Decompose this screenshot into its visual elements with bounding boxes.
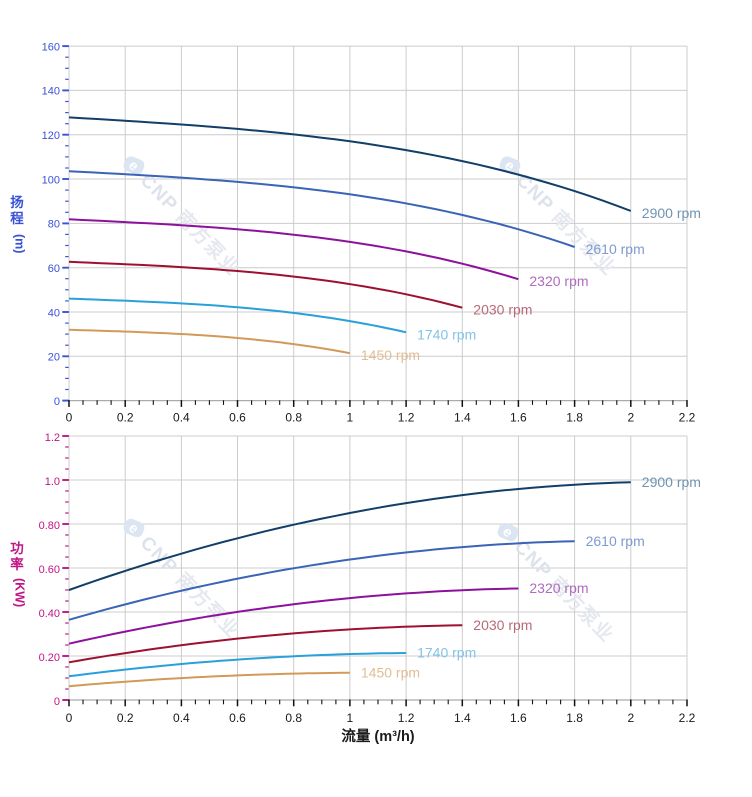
- svg-text:80: 80: [48, 219, 60, 231]
- svg-text:2610 rpm: 2610 rpm: [586, 241, 645, 257]
- svg-text:1740 rpm: 1740 rpm: [417, 326, 476, 342]
- svg-text:2.2: 2.2: [679, 410, 696, 424]
- svg-text:1.0: 1.0: [45, 476, 60, 488]
- svg-text:0.4: 0.4: [173, 711, 190, 725]
- svg-text:1.6: 1.6: [510, 711, 527, 725]
- svg-text:1.2: 1.2: [398, 711, 415, 725]
- svg-text:0.20: 0.20: [39, 652, 60, 664]
- svg-text:率: 率: [10, 556, 24, 572]
- svg-text:1.2: 1.2: [45, 432, 60, 444]
- svg-text:60: 60: [48, 263, 60, 275]
- svg-text:0: 0: [66, 410, 73, 424]
- svg-text:(KW): (KW): [13, 578, 27, 607]
- svg-text:0.40: 0.40: [39, 608, 60, 620]
- svg-text:2320 rpm: 2320 rpm: [529, 580, 588, 596]
- svg-text:2030 rpm: 2030 rpm: [473, 302, 532, 318]
- svg-text:140: 140: [42, 86, 60, 98]
- svg-text:0.6: 0.6: [229, 711, 246, 725]
- svg-text:1.4: 1.4: [454, 410, 471, 424]
- svg-text:程: 程: [10, 211, 24, 226]
- svg-text:扬: 扬: [10, 194, 24, 210]
- svg-text:1.8: 1.8: [566, 711, 583, 725]
- svg-text:0.2: 0.2: [117, 711, 134, 725]
- svg-text:2610 rpm: 2610 rpm: [586, 533, 645, 549]
- svg-text:1.4: 1.4: [454, 711, 471, 725]
- svg-text:0.2: 0.2: [117, 410, 134, 424]
- svg-text:0.6: 0.6: [229, 410, 246, 424]
- svg-text:1: 1: [347, 711, 354, 725]
- svg-text:40: 40: [48, 307, 60, 319]
- svg-text:0.60: 0.60: [39, 564, 60, 576]
- svg-text:2900 rpm: 2900 rpm: [642, 474, 701, 490]
- svg-text:120: 120: [42, 130, 60, 142]
- svg-text:功: 功: [10, 541, 24, 556]
- svg-text:2.2: 2.2: [679, 711, 696, 725]
- svg-text:1.6: 1.6: [510, 410, 527, 424]
- svg-text:1.8: 1.8: [566, 410, 583, 424]
- svg-text:1450 rpm: 1450 rpm: [361, 664, 420, 680]
- svg-text:(m): (m): [13, 234, 27, 253]
- svg-text:0.4: 0.4: [173, 410, 190, 424]
- svg-text:2: 2: [627, 410, 634, 424]
- svg-text:160: 160: [42, 41, 60, 53]
- svg-text:20: 20: [48, 352, 60, 364]
- svg-text:1: 1: [347, 410, 354, 424]
- svg-text:1450 rpm: 1450 rpm: [361, 347, 420, 363]
- svg-text:0: 0: [54, 696, 60, 708]
- svg-text:流量 (m³/h): 流量 (m³/h): [341, 727, 414, 745]
- svg-text:2030 rpm: 2030 rpm: [473, 617, 532, 633]
- svg-text:100: 100: [42, 174, 60, 186]
- svg-text:0.80: 0.80: [39, 520, 60, 532]
- svg-text:2320 rpm: 2320 rpm: [529, 273, 588, 289]
- svg-text:0.8: 0.8: [285, 410, 302, 424]
- svg-text:1.2: 1.2: [398, 410, 415, 424]
- svg-text:0.8: 0.8: [285, 711, 302, 725]
- svg-text:2900 rpm: 2900 rpm: [642, 205, 701, 221]
- svg-text:0: 0: [54, 396, 60, 408]
- svg-text:0: 0: [66, 711, 73, 725]
- svg-text:2: 2: [627, 711, 634, 725]
- svg-text:1740 rpm: 1740 rpm: [417, 645, 476, 661]
